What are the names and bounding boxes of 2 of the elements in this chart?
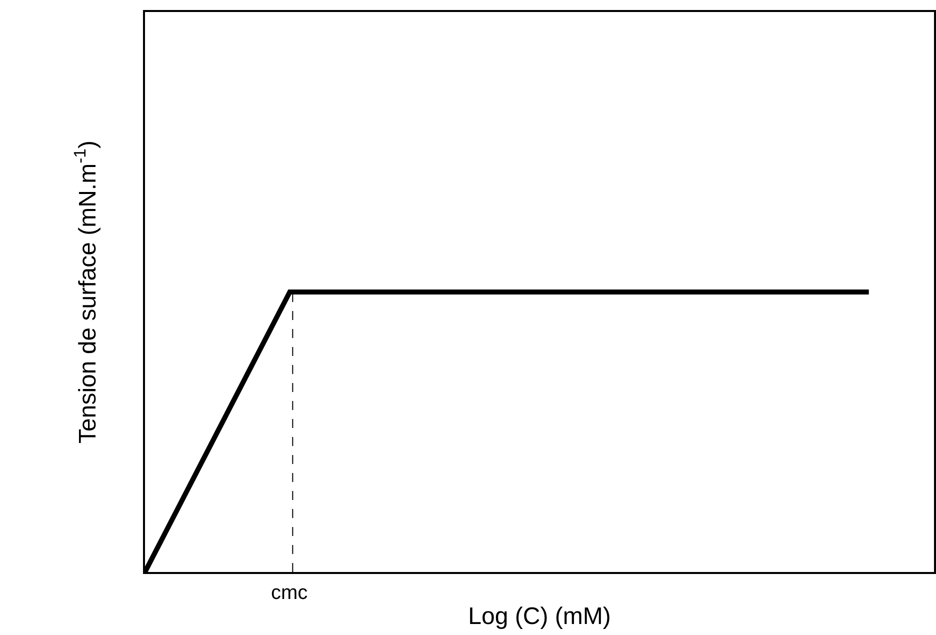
x-axis-title: Log (C) (mM) xyxy=(468,602,611,630)
text: cmc xyxy=(271,582,308,604)
